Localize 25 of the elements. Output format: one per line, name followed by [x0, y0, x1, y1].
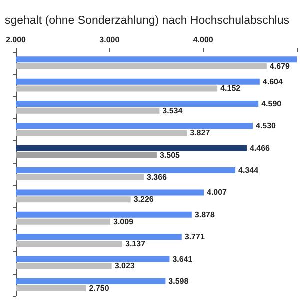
x-tick-label: 2.000 — [6, 36, 27, 44]
data-label: 3.878 — [194, 210, 216, 220]
data-label: 3.009 — [114, 217, 134, 226]
data-label: 3.366 — [146, 172, 168, 182]
data-label: 4.604 — [262, 77, 284, 86]
x-tick-label: 3.000 — [100, 36, 120, 44]
data-label: 4.679 — [270, 62, 291, 72]
data-label: 4.466 — [250, 144, 271, 153]
data-label: 3.137 — [126, 239, 146, 248]
data-label: 3.226 — [134, 195, 154, 204]
data-label: 4.007 — [206, 188, 228, 198]
data-label: 3.598 — [168, 276, 190, 286]
data-label: 4.530 — [256, 122, 277, 131]
data-label: 3.771 — [184, 232, 206, 242]
x-tick-label: 4.000 — [193, 36, 214, 44]
data-label: 4.344 — [238, 166, 260, 176]
data-label: 2.750 — [89, 284, 110, 293]
data-label: 3.534 — [162, 106, 184, 116]
data-label: 3.505 — [160, 150, 181, 160]
data-label: 3.827 — [190, 128, 211, 138]
chart-title: sgehalt (ohne Sonderzahlung) nach Hochschulabschlus — [5, 15, 290, 27]
data-label: 4.152 — [220, 84, 242, 94]
data-label: 3.641 — [172, 254, 194, 264]
data-label: 3.023 — [114, 262, 136, 271]
data-label: 4.590 — [262, 100, 282, 109]
